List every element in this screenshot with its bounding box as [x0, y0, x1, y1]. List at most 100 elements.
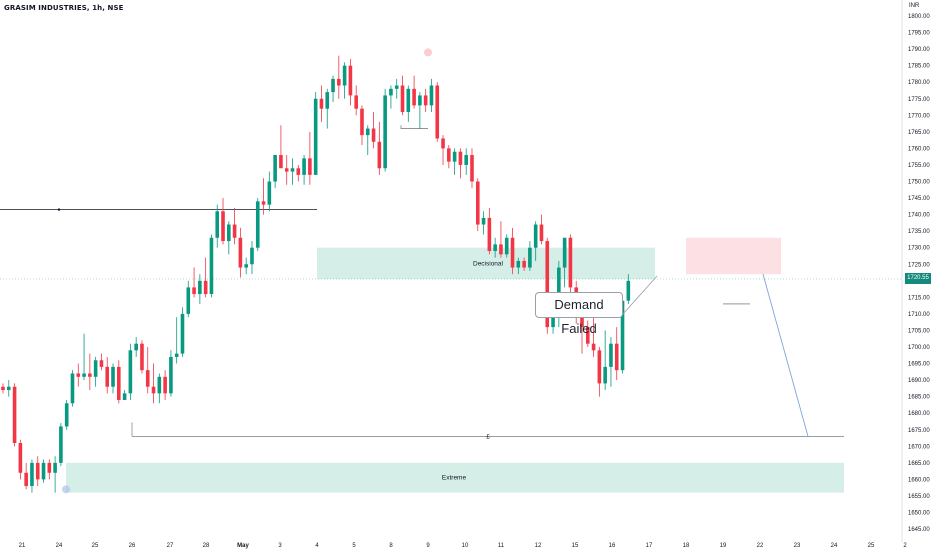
candle-body [1, 386, 5, 391]
candle-body [493, 244, 497, 252]
price-tick-label: 1750.00 [908, 180, 930, 186]
time-tick-label: 9 [426, 543, 430, 549]
time-axis[interactable]: 21 24 25 26 27 28 May 3 4 5 8 9 10 11 12 15 16 17 18 19 22 23… [19, 543, 908, 549]
candle-body [539, 224, 544, 242]
candle-body [458, 151, 463, 165]
candle-body [435, 85, 440, 139]
candle-body [418, 95, 422, 106]
price-tick-label: 1765.00 [908, 130, 930, 136]
price-tick-label: 1680.00 [908, 411, 930, 417]
price-axis[interactable]: 1645.00 1650.00 1655.00 1660.00 1665.00 1670.… [901, 0, 930, 542]
price-tick-label: 1655.00 [908, 494, 930, 500]
zones: Decisional Extreme [66, 237, 844, 493]
candle-body [626, 280, 631, 301]
price-tick-label: 1645.00 [908, 527, 930, 533]
candle-body [255, 201, 260, 248]
candle-body [284, 168, 289, 172]
candle-body [585, 327, 590, 344]
low-marker [62, 485, 70, 494]
candle-body [551, 313, 555, 328]
price-tick-label: 1775.00 [908, 97, 930, 103]
candle-body [597, 350, 602, 384]
extreme-zone-label: Extreme [442, 475, 467, 482]
callout-pointer [622, 275, 658, 315]
time-tick-label: 16 [609, 543, 616, 549]
currency-label: INR [909, 3, 920, 9]
time-tick-label: 25 [868, 543, 875, 549]
candle-body [290, 168, 295, 172]
price-tick-label: 1695.00 [908, 362, 930, 368]
candle-body [198, 280, 202, 295]
drawings [62, 48, 809, 494]
candle-body [504, 237, 509, 255]
candle-body [481, 217, 486, 225]
candle-body [261, 201, 266, 205]
candle-body [528, 247, 532, 268]
candle-body [227, 224, 231, 242]
candle-body [279, 155, 283, 169]
price-tick-label: 1715.00 [908, 295, 930, 301]
candle-body [383, 95, 387, 169]
candle-body [609, 343, 613, 367]
candle-body [41, 462, 46, 480]
time-tick-label: 23 [794, 543, 801, 549]
time-tick-label: 25 [92, 543, 99, 549]
price-tick-label: 1800.00 [908, 14, 930, 20]
time-tick-label: 12 [535, 543, 542, 549]
candle-body [614, 343, 619, 371]
candle-body [313, 98, 318, 175]
candle-body [163, 376, 167, 394]
candle-body [441, 138, 445, 149]
candle-body [93, 360, 98, 377]
candle-body [18, 442, 23, 473]
candle-body [117, 366, 121, 400]
candle-body [342, 65, 347, 86]
candle-body [470, 155, 474, 182]
candle-body [53, 462, 57, 473]
time-tick-label: 11 [498, 543, 505, 549]
price-tick-label: 1790.00 [908, 47, 930, 53]
last-price-badge: 1720.55 [905, 273, 931, 284]
candle-body [447, 148, 451, 162]
price-tick-label: 1670.00 [908, 444, 930, 450]
candle-body [360, 108, 364, 136]
extreme-zone [66, 462, 844, 493]
time-tick-label: 17 [646, 543, 653, 549]
candle-body [522, 260, 526, 268]
time-tick-label: 3 [278, 543, 282, 549]
candle-body [308, 158, 312, 175]
price-tick-label: 1760.00 [908, 146, 930, 152]
levels: £ [0, 208, 902, 440]
price-tick-label: 1730.00 [908, 246, 930, 252]
candle-body [174, 353, 179, 357]
candle-body [429, 85, 434, 106]
candle-body [169, 356, 173, 394]
price-tick-label: 1705.00 [908, 328, 930, 334]
candle-body [24, 472, 28, 487]
candle-body [111, 366, 115, 387]
demand-failed-callout[interactable]: Demand Failed [535, 292, 623, 336]
resistance-point [57, 208, 61, 211]
candle-body [6, 386, 11, 391]
candle-body [412, 88, 416, 106]
candle-body [30, 462, 34, 487]
candle-body [568, 237, 573, 288]
candle-body [557, 267, 561, 314]
candle-body [302, 158, 306, 175]
candle-body [331, 78, 335, 93]
candle-body [134, 343, 138, 351]
candle-body [215, 211, 220, 238]
candle-body [250, 247, 254, 265]
candle-body [140, 343, 144, 371]
price-tick-label: 1675.00 [908, 428, 930, 434]
time-tick-label: 2 [903, 543, 907, 549]
candle-body [365, 128, 370, 136]
candle-body [296, 168, 301, 175]
candle-body [203, 280, 208, 295]
candle-body [348, 65, 353, 96]
candle-body [180, 313, 185, 354]
price-tick-label: 1685.00 [908, 395, 930, 401]
price-tick-label: 1700.00 [908, 345, 930, 351]
candle-body [273, 155, 277, 182]
